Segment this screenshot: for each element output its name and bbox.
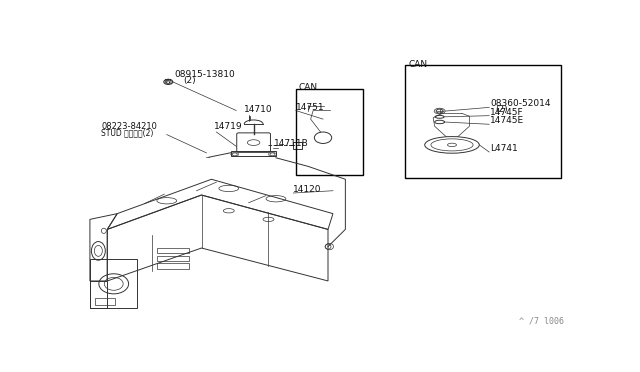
Text: 14745E: 14745E xyxy=(490,116,524,125)
Bar xyxy=(293,142,302,149)
Text: W: W xyxy=(165,79,172,84)
Text: 14751: 14751 xyxy=(296,103,325,112)
Text: 14710: 14710 xyxy=(244,105,272,114)
Bar xyxy=(95,298,115,305)
Text: 14745F: 14745F xyxy=(490,108,524,117)
Text: ^ /7 l006: ^ /7 l006 xyxy=(518,317,564,326)
Bar xyxy=(157,248,189,253)
Text: 08223-84210: 08223-84210 xyxy=(101,122,157,131)
Text: 08915-13810: 08915-13810 xyxy=(174,70,235,79)
Text: 14711B: 14711B xyxy=(275,140,309,148)
Bar xyxy=(157,256,189,261)
Text: 14719: 14719 xyxy=(214,122,243,131)
Bar xyxy=(405,65,561,178)
Text: L4741: L4741 xyxy=(490,144,518,153)
Text: STUD スタッド(2): STUD スタッド(2) xyxy=(101,128,154,137)
Bar xyxy=(157,263,189,269)
Text: (2): (2) xyxy=(495,105,508,114)
Text: CAN: CAN xyxy=(409,60,428,69)
Text: 14120: 14120 xyxy=(293,185,322,193)
Text: (2): (2) xyxy=(183,76,196,85)
Text: CAN: CAN xyxy=(299,83,318,92)
Bar xyxy=(231,151,276,156)
Text: 08360-52014: 08360-52014 xyxy=(490,99,550,108)
Bar xyxy=(296,89,363,175)
